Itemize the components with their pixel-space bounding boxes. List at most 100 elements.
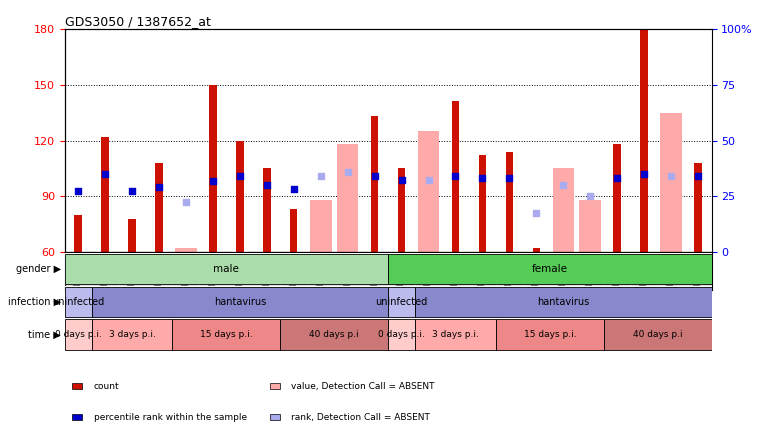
Text: 0 days p.i.: 0 days p.i.	[378, 330, 425, 339]
Text: GSM175453: GSM175453	[100, 254, 110, 301]
Text: uninfected: uninfected	[375, 297, 428, 307]
Bar	[418, 131, 439, 252]
Text: GSM175455: GSM175455	[154, 254, 164, 301]
Text: hantavirus: hantavirus	[537, 297, 590, 307]
Bar	[388, 286, 415, 317]
Point	[422, 176, 435, 183]
Text: GSM175454: GSM175454	[128, 254, 136, 301]
Bar	[694, 163, 702, 252]
Point	[557, 182, 569, 189]
Bar	[496, 319, 603, 350]
Bar	[603, 319, 712, 350]
Bar	[173, 319, 280, 350]
Text: GSM175449: GSM175449	[640, 254, 648, 301]
Bar	[129, 219, 135, 252]
Text: GSM175444: GSM175444	[505, 254, 514, 301]
Bar	[613, 144, 621, 252]
Text: male: male	[213, 264, 240, 274]
Point	[126, 187, 139, 194]
Point	[342, 169, 354, 176]
Text: hantavirus: hantavirus	[214, 297, 266, 307]
Bar	[310, 200, 332, 252]
Bar	[661, 113, 682, 252]
Bar	[155, 163, 163, 252]
Bar	[388, 319, 415, 350]
Text: percentile rank within the sample: percentile rank within the sample	[94, 413, 247, 422]
Point	[530, 210, 543, 217]
Point	[99, 170, 111, 178]
Bar	[398, 168, 406, 252]
Bar	[236, 140, 244, 252]
Text: GSM175440: GSM175440	[397, 254, 406, 301]
Point	[153, 183, 165, 190]
Text: GSM175463: GSM175463	[370, 254, 379, 301]
Text: count: count	[94, 382, 119, 391]
Point	[396, 176, 408, 183]
Bar	[415, 319, 496, 350]
Text: 0 days p.i.: 0 days p.i.	[55, 330, 102, 339]
Text: 3 days p.i.: 3 days p.i.	[109, 330, 155, 339]
Text: GSM175462: GSM175462	[343, 254, 352, 300]
Point	[450, 172, 462, 179]
Bar	[65, 254, 388, 285]
Text: 40 days p.i: 40 days p.i	[310, 330, 359, 339]
Text: rank, Detection Call = ABSENT: rank, Detection Call = ABSENT	[291, 413, 430, 422]
Point	[611, 174, 623, 181]
Text: 15 days p.i.: 15 days p.i.	[524, 330, 576, 339]
Bar	[209, 85, 217, 252]
Text: GSM175451: GSM175451	[693, 254, 702, 300]
Text: uninfected: uninfected	[52, 297, 104, 307]
Text: GSM175441: GSM175441	[424, 254, 433, 300]
Point	[207, 178, 219, 185]
Bar	[388, 254, 712, 285]
Text: GSM175446: GSM175446	[559, 254, 568, 301]
Bar	[579, 200, 601, 252]
Text: GSM175452: GSM175452	[74, 254, 83, 300]
Point	[72, 187, 84, 194]
Text: GSM175447: GSM175447	[586, 254, 595, 301]
Bar	[371, 116, 378, 252]
Text: infection ▶: infection ▶	[8, 297, 61, 307]
Text: GSM175450: GSM175450	[667, 254, 676, 301]
Bar	[101, 137, 109, 252]
Point	[234, 172, 246, 179]
Bar	[641, 29, 648, 252]
Bar	[479, 155, 486, 252]
Bar	[75, 215, 82, 252]
Text: 15 days p.i.: 15 days p.i.	[200, 330, 253, 339]
Bar	[552, 168, 574, 252]
Bar	[91, 286, 388, 317]
Bar	[452, 101, 459, 252]
Text: time ▶: time ▶	[28, 330, 61, 340]
Text: GSM175457: GSM175457	[209, 254, 218, 301]
Text: GSM175456: GSM175456	[181, 254, 190, 301]
Point	[584, 193, 597, 200]
Bar	[280, 319, 388, 350]
Text: GSM175443: GSM175443	[478, 254, 487, 301]
Bar	[337, 144, 358, 252]
Bar	[533, 249, 540, 252]
Point	[261, 182, 273, 189]
Text: GDS3050 / 1387652_at: GDS3050 / 1387652_at	[65, 15, 211, 28]
Text: GSM175448: GSM175448	[613, 254, 622, 300]
Text: 40 days p.i: 40 days p.i	[633, 330, 683, 339]
Point	[476, 174, 489, 181]
Bar	[175, 249, 197, 252]
Text: gender ▶: gender ▶	[16, 264, 61, 274]
Text: GSM175445: GSM175445	[532, 254, 541, 301]
Text: GSM175459: GSM175459	[263, 254, 272, 301]
Point	[368, 172, 380, 179]
Point	[503, 174, 515, 181]
Point	[314, 172, 326, 179]
Text: GSM175460: GSM175460	[289, 254, 298, 301]
Point	[288, 185, 300, 192]
Bar	[415, 286, 712, 317]
Bar	[263, 168, 270, 252]
Text: GSM175461: GSM175461	[317, 254, 325, 300]
Bar	[65, 319, 91, 350]
Text: 3 days p.i.: 3 days p.i.	[432, 330, 479, 339]
Bar	[91, 319, 173, 350]
Point	[692, 172, 704, 179]
Bar	[65, 286, 91, 317]
Text: female: female	[532, 264, 568, 274]
